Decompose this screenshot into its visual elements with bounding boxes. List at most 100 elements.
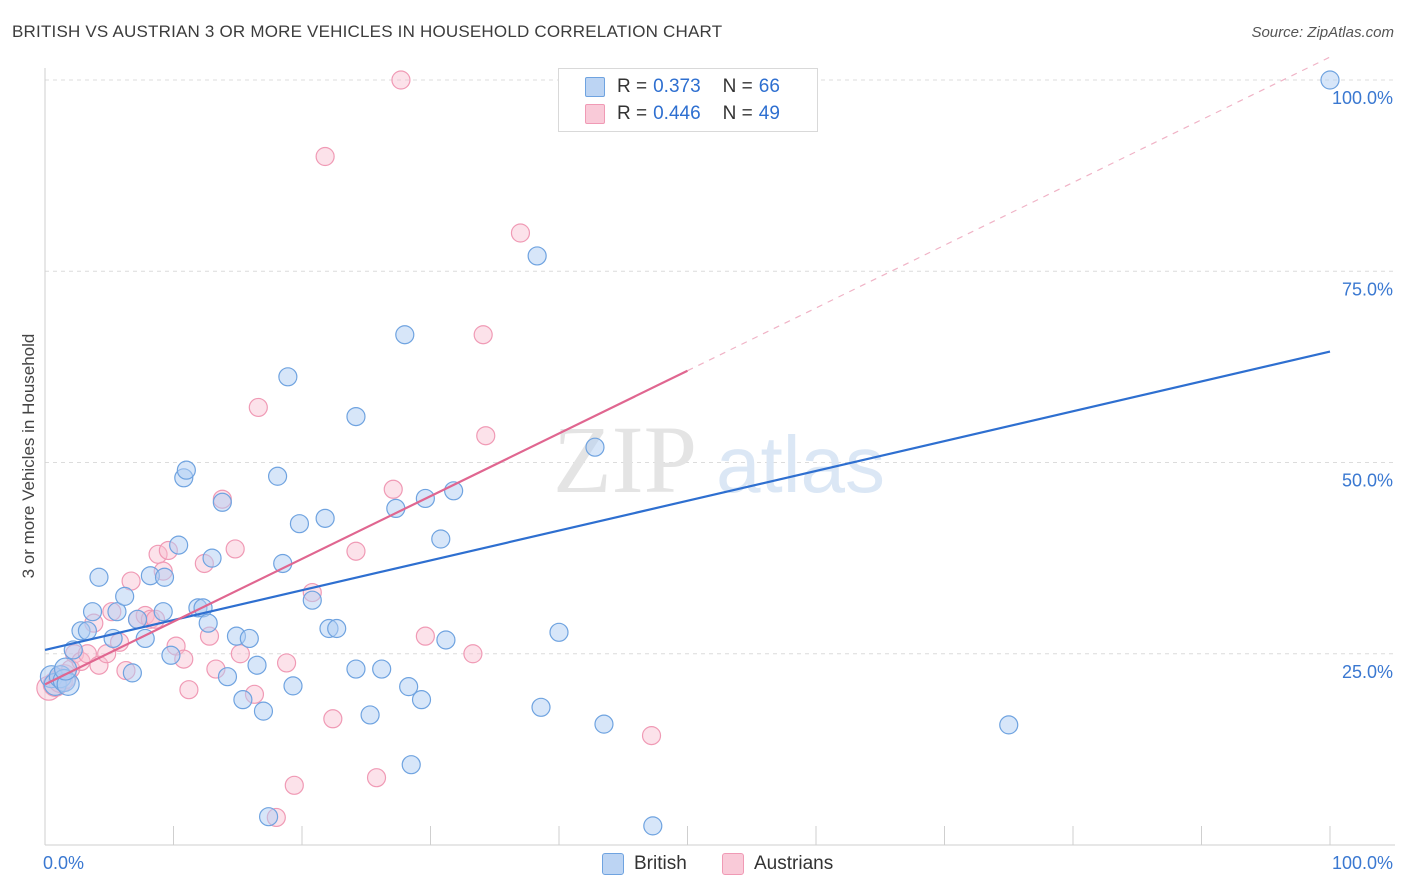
british-point bbox=[585, 437, 605, 457]
austrians-point bbox=[366, 768, 387, 788]
austrians-point bbox=[383, 479, 403, 499]
british-point bbox=[267, 466, 288, 486]
british-point bbox=[273, 553, 293, 574]
british-point bbox=[89, 567, 109, 587]
british-point bbox=[283, 676, 303, 696]
chart-title: BRITISH VS AUSTRIAN 3 OR MORE VEHICLES I… bbox=[12, 22, 723, 41]
british-swatch bbox=[585, 77, 605, 97]
austrians-point bbox=[463, 644, 483, 664]
british-point bbox=[346, 659, 366, 679]
x-tick-label-max: 100.0% bbox=[1332, 853, 1393, 873]
gridlines bbox=[45, 79, 1395, 655]
british-point bbox=[346, 407, 366, 427]
british-n-label: N = bbox=[722, 76, 753, 97]
bottom-british-swatch bbox=[602, 853, 624, 875]
austrians-point bbox=[248, 397, 268, 418]
british-point bbox=[239, 628, 259, 649]
british-point bbox=[594, 714, 614, 734]
british-point bbox=[202, 548, 222, 568]
british-point bbox=[122, 663, 142, 683]
british-point bbox=[77, 621, 98, 641]
austrians-point bbox=[225, 539, 245, 559]
bottom-british-label: British bbox=[634, 853, 687, 874]
legend-row-austrians: R = 0.446 N = 49 bbox=[585, 102, 780, 126]
british-point bbox=[115, 586, 135, 606]
british-point bbox=[643, 816, 663, 836]
y-tick-label: 75.0% bbox=[1342, 279, 1393, 299]
british-point bbox=[372, 659, 392, 679]
british-point bbox=[399, 677, 419, 697]
british-point bbox=[531, 697, 551, 717]
austrians-trend-line bbox=[44, 369, 688, 686]
british-point bbox=[258, 807, 279, 827]
british-point bbox=[107, 602, 127, 622]
british-point bbox=[53, 657, 78, 681]
bottom-legend-austrians: Austrians bbox=[722, 852, 833, 876]
austrians-point bbox=[276, 653, 297, 673]
british-point bbox=[233, 690, 253, 710]
british-point bbox=[217, 667, 238, 687]
austrians-point bbox=[510, 223, 531, 243]
british-point bbox=[431, 529, 451, 549]
austrians-point bbox=[346, 541, 366, 561]
british-point bbox=[253, 701, 274, 721]
y-axis-label-group: 3 or more Vehicles in Household bbox=[19, 334, 38, 579]
british-point bbox=[302, 590, 322, 610]
british-point bbox=[198, 613, 218, 633]
austrians-point bbox=[641, 726, 662, 746]
watermark-atlas: atlas bbox=[716, 420, 885, 509]
watermark: ZIP atlas bbox=[553, 406, 885, 513]
british-point bbox=[395, 325, 415, 345]
y-tick-label: 100.0% bbox=[1332, 88, 1393, 108]
watermark-zip: ZIP bbox=[553, 406, 697, 513]
british-point bbox=[176, 460, 196, 480]
source-label: Source: ZipAtlas.com bbox=[1251, 24, 1394, 41]
british-point bbox=[247, 655, 267, 675]
austrians-n-label: N = bbox=[722, 103, 753, 124]
legend-row-british: R = 0.373 N = 66 bbox=[585, 75, 780, 99]
british-points bbox=[39, 70, 1340, 836]
austrians-r-label: R = bbox=[617, 103, 648, 124]
austrians-point bbox=[179, 680, 199, 700]
british-point bbox=[169, 535, 189, 555]
axes bbox=[44, 68, 1395, 846]
y-axis-label: 3 or more Vehicles in Household bbox=[19, 334, 38, 579]
british-trend-line bbox=[44, 350, 1331, 651]
british-point bbox=[1320, 70, 1340, 90]
austrians-point bbox=[415, 626, 435, 646]
austrians-point bbox=[315, 146, 335, 167]
british-point bbox=[436, 630, 456, 650]
bottom-legend-british: British bbox=[602, 852, 687, 876]
british-point bbox=[153, 602, 173, 622]
austrians-point bbox=[323, 709, 343, 729]
british-n-value: 66 bbox=[758, 76, 780, 97]
british-point bbox=[315, 508, 335, 528]
british-point bbox=[360, 705, 380, 725]
british-point bbox=[527, 246, 547, 266]
british-point bbox=[401, 755, 421, 775]
british-point bbox=[327, 618, 347, 639]
british-point bbox=[82, 602, 103, 622]
y-tick-label: 50.0% bbox=[1342, 471, 1393, 491]
british-point bbox=[154, 567, 175, 587]
legend-box: R = 0.373 N = 66 R = 0.446 N = 49 bbox=[558, 68, 818, 132]
british-point bbox=[278, 367, 298, 387]
british-r-value: 0.373 bbox=[653, 76, 701, 97]
austrians-n-value: 49 bbox=[758, 103, 780, 124]
british-point bbox=[127, 609, 148, 629]
british-point bbox=[212, 492, 232, 512]
british-point bbox=[161, 645, 181, 665]
bottom-austrians-label: Austrians bbox=[754, 853, 834, 874]
austrians-point bbox=[476, 426, 496, 446]
y-tick-label: 25.0% bbox=[1342, 662, 1393, 682]
british-point bbox=[386, 498, 406, 518]
trend-lines bbox=[44, 56, 1331, 686]
bottom-austrians-swatch bbox=[722, 853, 744, 875]
austrians-point bbox=[284, 775, 304, 795]
british-r-label: R = bbox=[617, 76, 648, 97]
austrians-swatch bbox=[585, 104, 605, 124]
austrians-point bbox=[391, 70, 411, 90]
austrians-r-value: 0.446 bbox=[653, 103, 701, 124]
austrians-point bbox=[473, 325, 493, 345]
